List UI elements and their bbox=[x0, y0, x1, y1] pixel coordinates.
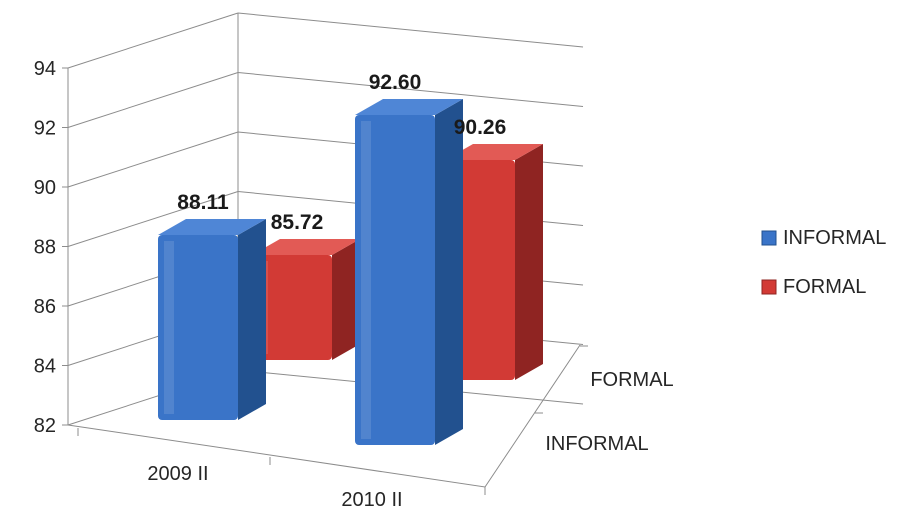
bar-front-face bbox=[355, 115, 435, 445]
y-tick-label: 84 bbox=[34, 356, 56, 378]
bar-top-face bbox=[445, 144, 543, 160]
bar-top-face bbox=[355, 99, 463, 115]
gridline-left-wall bbox=[67, 131, 239, 188]
data-labels: 85.72 90.26 88.11 92.60 bbox=[177, 71, 506, 234]
bar-side-face bbox=[435, 99, 463, 445]
gridline-left-wall bbox=[67, 191, 239, 247]
bar-front-face bbox=[252, 255, 332, 360]
bar-highlight bbox=[164, 241, 174, 414]
x-category-label: 2010 II bbox=[341, 489, 402, 511]
bar-front-face bbox=[158, 235, 238, 420]
legend-label: FORMAL bbox=[783, 276, 866, 298]
bar-informal-0 bbox=[158, 219, 266, 420]
legend: INFORMAL FORMAL bbox=[761, 227, 886, 298]
data-label-informal: 92.60 bbox=[369, 71, 422, 94]
gridline-left-wall bbox=[67, 12, 239, 69]
data-label-formal: 85.72 bbox=[271, 211, 324, 234]
y-tick-label: 82 bbox=[34, 415, 56, 437]
legend-swatch bbox=[761, 230, 777, 246]
depth-axis-label: FORMAL bbox=[590, 369, 673, 391]
y-tick-label: 86 bbox=[34, 296, 56, 318]
bar-highlight bbox=[361, 121, 371, 439]
bar-side-face bbox=[238, 219, 266, 420]
y-tick-label: 94 bbox=[34, 58, 56, 80]
y-tick-label: 90 bbox=[34, 177, 56, 199]
legend-swatch bbox=[761, 279, 777, 295]
data-label-informal: 88.11 bbox=[177, 191, 229, 214]
gridline-back-wall bbox=[237, 12, 584, 48]
gridline-back-wall bbox=[237, 72, 584, 107]
y-tick-label: 92 bbox=[34, 118, 56, 140]
bar-informal-1 bbox=[355, 99, 463, 445]
legend-item-informal: INFORMAL bbox=[761, 227, 886, 249]
bar-top-face bbox=[252, 239, 360, 255]
x-category-label: 2009 II bbox=[147, 463, 208, 485]
bar-formal-0 bbox=[252, 239, 360, 360]
data-label-formal: 90.26 bbox=[454, 116, 507, 139]
bars bbox=[158, 99, 543, 445]
bar-top-face bbox=[158, 219, 266, 235]
legend-label: INFORMAL bbox=[783, 227, 886, 249]
bar-side-face bbox=[515, 144, 543, 380]
legend-item-formal: FORMAL bbox=[761, 276, 866, 298]
bar-side-face bbox=[332, 239, 360, 360]
y-tick-label: 88 bbox=[34, 237, 56, 259]
gridline-left-wall bbox=[67, 72, 239, 128]
axes: 82 84 86 88 90 92 94 2009 II 2010 II INFORMAL FORM… bbox=[34, 13, 674, 511]
depth-axis-label: INFORMAL bbox=[545, 433, 648, 455]
